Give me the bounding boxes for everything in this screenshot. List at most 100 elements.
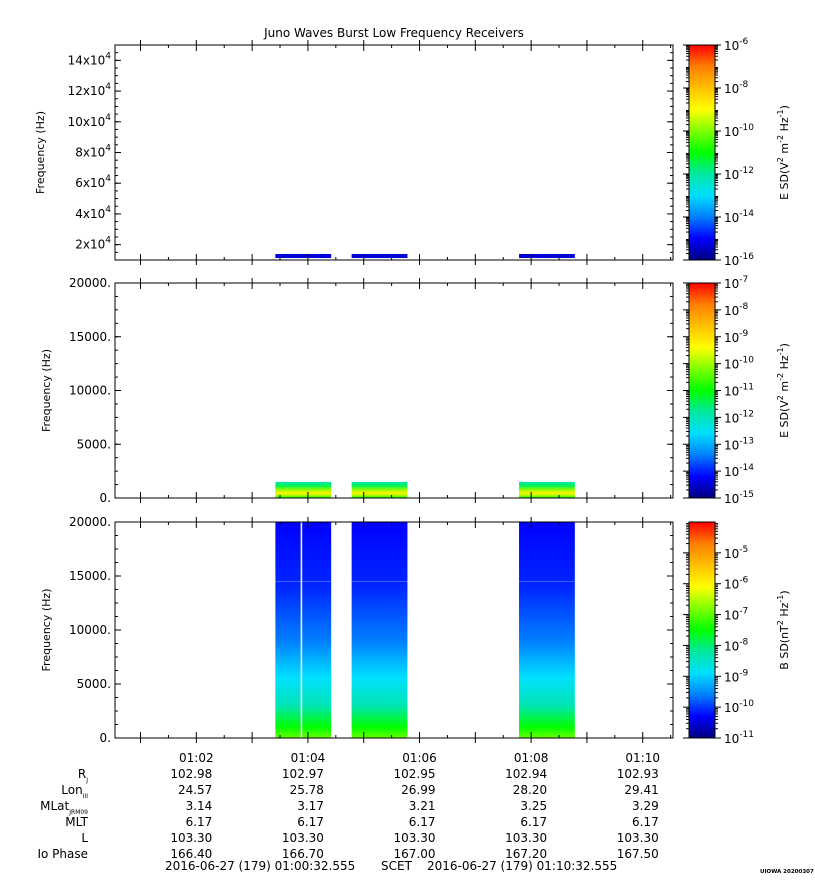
x-tick-label: 01:08	[514, 751, 549, 765]
ephemeris-value: 166.40	[170, 847, 212, 861]
ephemeris-value: 24.57	[178, 783, 212, 797]
colorbar-label: E SD(V2 m-2 Hz-1)	[776, 105, 791, 200]
credit-stamp: UIOWA 20200307	[760, 869, 814, 875]
y-tick-label: 10000.	[69, 623, 111, 637]
ephemeris-value: 3.25	[520, 799, 547, 813]
colorbar-tick-label: 10-6	[724, 37, 749, 53]
y-axis-label: Frequency (Hz)	[40, 589, 53, 672]
ephemeris-value: 6.17	[186, 815, 213, 829]
ephemeris-label: LonIII	[61, 783, 88, 800]
ephemeris-value: 102.93	[617, 767, 659, 781]
colorbar-tick-label: 10-10	[724, 356, 754, 372]
y-axis-label: Frequency (Hz)	[34, 111, 47, 194]
y-tick-label: 5000.	[77, 437, 111, 451]
colorbar-tick-label: 10-10	[724, 699, 754, 715]
y-tick-label: 5000.	[77, 677, 111, 691]
colorbar-tick-label: 10-14	[724, 463, 754, 479]
ephemeris-value: 103.30	[505, 831, 547, 845]
ephemeris-value: 102.98	[170, 767, 212, 781]
ephemeris-value: 103.30	[617, 831, 659, 845]
ephemeris-value: 6.17	[297, 815, 324, 829]
spectrogram-panel-2: 0. 5000. 10000. 15000. 20000. Frequency (Hz) 1…	[40, 275, 791, 506]
colorbar-tick-label: 10-14	[724, 209, 754, 225]
ephemeris-value: 6.17	[632, 815, 659, 829]
ephemeris-label: MLatJRM09	[40, 799, 88, 816]
ephemeris-value: 102.95	[394, 767, 436, 781]
ephemeris-value: 25.78	[290, 783, 324, 797]
spectrogram-panel-3: 0. 5000. 10000. 15000. 20000. Frequency (Hz) 1…	[40, 515, 791, 746]
colorbar-tick-label: 10-8	[724, 637, 749, 653]
x-tick-label: 01:10	[625, 751, 660, 765]
ephemeris-label: MLT	[65, 815, 88, 829]
y-tick-label: 8x104	[75, 144, 111, 160]
burst-block-3	[519, 283, 575, 498]
burst-block-1	[275, 45, 332, 260]
colorbar-tick-label: 10-7	[724, 275, 748, 291]
y-tick-label: 20000.	[69, 276, 111, 290]
footer-scet: SCET	[381, 859, 413, 873]
y-tick-label: 0.	[100, 731, 111, 745]
colorbar-tick-label: 10-9	[724, 329, 749, 345]
ephemeris-value: 167.50	[617, 847, 659, 861]
burst-block-2	[351, 283, 408, 498]
y-tick-label: 20000.	[69, 515, 111, 529]
ephemeris-value: 29.41	[624, 783, 658, 797]
y-tick-label: 15000.	[69, 330, 111, 344]
ephemeris-label: RJ	[78, 767, 88, 784]
colorbar-label: E SD(V2 m-2 Hz-1)	[776, 343, 791, 438]
ephemeris-label: Io Phase	[37, 847, 88, 861]
ephemeris-value: 102.94	[505, 767, 547, 781]
spectrogram-panel-1: 2x104 4x104 6x104 8x104 10x104 12x104 14x104 Fr…	[34, 37, 791, 268]
colorbar-label: B SD(nT2 Hz-1)	[776, 590, 791, 669]
colorbar-2: 10-7 10-8 10-9 10-10 10-11 10-12 10-13 10-14 10-…	[683, 275, 791, 506]
y-tick-label: 15000.	[69, 569, 111, 583]
ephemeris-value: 167.20	[505, 847, 547, 861]
burst-block-3	[519, 45, 575, 260]
burst-block-3	[519, 522, 575, 738]
ephemeris-value: 103.30	[170, 831, 212, 845]
y-tick-label: 4x104	[75, 205, 111, 221]
colorbar-tick-label: 10-8	[724, 302, 749, 318]
burst-block-1	[275, 283, 332, 498]
x-tick-label: 01:02	[179, 751, 214, 765]
ephemeris-value: 3.29	[632, 799, 659, 813]
ephemeris-value: 28.20	[513, 783, 547, 797]
burst-block-2	[351, 45, 408, 260]
colorbar-tick-label: 10-11	[724, 730, 754, 746]
ephemeris-value: 26.99	[401, 783, 435, 797]
y-tick-label: 6x104	[75, 174, 111, 190]
colorbar-1: 10-6 10-8 10-10 10-12 10-14 10-16 E SD(V2 m-2 …	[683, 37, 791, 268]
figure-title: Juno Waves Burst Low Frequency Receivers	[263, 26, 524, 40]
x-tick-label: 01:04	[291, 751, 326, 765]
y-tick-label: 12x104	[68, 82, 112, 98]
ephemeris-label: L	[81, 831, 88, 845]
colorbar-tick-label: 10-13	[724, 436, 754, 452]
ephemeris-value: 103.30	[282, 831, 324, 845]
ephemeris-value: 3.21	[409, 799, 436, 813]
footer-end-time: 2016-06-27 (179) 01:10:32.555	[427, 859, 617, 873]
y-tick-label: 2x104	[75, 236, 111, 252]
colorbar-tick-label: 10-9	[724, 668, 749, 684]
x-tick-label: 01:06	[402, 751, 437, 765]
ephemeris-value: 6.17	[520, 815, 547, 829]
colorbar-tick-label: 10-8	[724, 80, 749, 96]
ephemeris-value: 6.17	[409, 815, 436, 829]
footer-start-time: 2016-06-27 (179) 01:00:32.555	[165, 859, 355, 873]
ephemeris-value: 3.17	[297, 799, 324, 813]
burst-block-2	[351, 522, 408, 738]
ephemeris-value: 3.14	[186, 799, 213, 813]
colorbar-tick-label: 10-16	[724, 252, 754, 268]
colorbar-tick-label: 10-10	[724, 123, 754, 139]
ephemeris-value: 167.00	[394, 847, 436, 861]
ephemeris-value: 166.70	[282, 847, 324, 861]
colorbar-tick-label: 10-6	[724, 576, 749, 592]
colorbar-3: 10-5 10-6 10-7 10-8 10-9 10-10 10-11 B SD(nT2 H…	[683, 521, 791, 746]
burst-block-1	[275, 522, 332, 738]
ephemeris-value: 103.30	[394, 831, 436, 845]
ephemeris-value: 102.97	[282, 767, 324, 781]
colorbar-tick-label: 10-7	[724, 607, 748, 623]
colorbar-tick-label: 10-12	[724, 166, 754, 182]
y-tick-label: 10000.	[69, 384, 111, 398]
colorbar-tick-label: 10-5	[724, 545, 748, 561]
